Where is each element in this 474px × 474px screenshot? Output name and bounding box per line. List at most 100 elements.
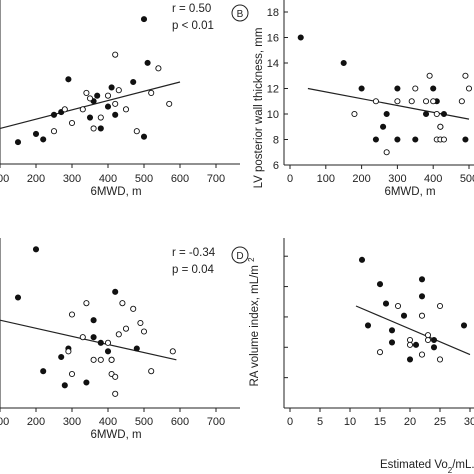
panel-a-xtick-label: 200 bbox=[27, 173, 45, 185]
panel-c-point-open bbox=[90, 356, 97, 363]
panel-d-xlabel: Estimated Vo2/mL.kg-1.min-1 bbox=[380, 457, 474, 474]
panel-b-point-open bbox=[372, 98, 379, 105]
panel-b-point-open bbox=[351, 110, 358, 118]
panel-d-point-open bbox=[418, 312, 426, 319]
panel-d-point-filled bbox=[388, 339, 396, 346]
panel-a-point-filled bbox=[108, 84, 115, 91]
panel-d-label-circle bbox=[231, 246, 249, 264]
panel-d-point-filled bbox=[388, 327, 396, 334]
panel-a-xtick-label: 100 bbox=[0, 173, 9, 185]
panel-c-point-filled bbox=[104, 348, 112, 355]
panel-b-point-filled bbox=[412, 136, 419, 143]
panel-a-regression-line bbox=[0, 81, 181, 130]
panel-c-xtick-label: 700 bbox=[207, 416, 225, 428]
panel-d-point-filled bbox=[382, 300, 390, 307]
panel-b: 0 100 200 300 400 500 6 8 10 12 14 16 18 B LV poster… bbox=[231, 0, 474, 198]
panel-a-point-open bbox=[90, 125, 97, 132]
panel-b-point-open bbox=[462, 72, 469, 79]
panel-b-point-filled bbox=[340, 59, 347, 67]
panel-c-point-open bbox=[115, 331, 122, 338]
panel-b-point-filled bbox=[440, 110, 447, 118]
panel-b-ytick-label: 16 bbox=[267, 33, 279, 45]
panel-c-point-open bbox=[148, 368, 155, 375]
panel-d-point-filled bbox=[430, 344, 438, 351]
panel-c-point-open bbox=[130, 305, 137, 312]
panel-c-point-filled bbox=[40, 368, 47, 375]
panel-b-point-open bbox=[408, 98, 415, 105]
panel-a-point-open bbox=[166, 100, 173, 107]
panel-b-ytick-label: 18 bbox=[267, 7, 279, 19]
panel-a-point-filled bbox=[86, 114, 94, 121]
panel-d: 0 5 10 15 20 25 30 D RA volume index, mL/m 2 E… bbox=[231, 238, 474, 474]
panel-a-xtick-label: 300 bbox=[63, 173, 81, 185]
panel-a-xlabel: 6MWD, m bbox=[90, 186, 141, 198]
panel-b-ytick-label: 6 bbox=[273, 160, 279, 172]
panel-b-xtick-label: 100 bbox=[317, 173, 335, 185]
panel-b-label-circle bbox=[231, 4, 249, 22]
panel-c-point-open bbox=[112, 390, 119, 397]
panel-a-point-open bbox=[112, 51, 119, 58]
panel-c-xtick-label: 400 bbox=[99, 416, 117, 428]
panel-b-xlabel: 6MWD, m bbox=[384, 186, 435, 198]
panel-a-xtick-label: 600 bbox=[171, 173, 189, 185]
panel-b-point-open bbox=[383, 149, 390, 156]
panel-a-point-open bbox=[112, 100, 119, 107]
panel-a-annotation-p: p < 0.01 bbox=[172, 20, 214, 32]
panel-a-point-open bbox=[122, 106, 130, 113]
panel-a-point-filled bbox=[104, 103, 112, 110]
panel-b-ytick-label: 10 bbox=[267, 109, 279, 121]
panel-d-point-open bbox=[436, 302, 444, 310]
panel-d-ylabel: RA volume index, mL/m 2 bbox=[247, 257, 262, 387]
panel-c-point-open bbox=[79, 334, 86, 341]
panel-d-xtick-label: 25 bbox=[434, 416, 446, 428]
panel-b-point-filled bbox=[383, 110, 390, 118]
panel-d-regression-line bbox=[355, 305, 471, 356]
panel-a-point-filled bbox=[97, 125, 104, 132]
panel-d-point-open bbox=[418, 351, 426, 358]
panel-a-xtick-label: 400 bbox=[99, 173, 117, 185]
panel-b-point-open bbox=[433, 110, 440, 118]
panel-b-xtick-label: 300 bbox=[388, 173, 406, 185]
panel-a-point-open bbox=[148, 89, 155, 96]
panel-b-xtick-label: 0 bbox=[287, 173, 293, 185]
panel-b-ytick-label: 12 bbox=[267, 84, 279, 96]
panel-a-point-open bbox=[104, 92, 112, 99]
panel-b-point-filled bbox=[380, 123, 387, 130]
panel-d-xtick-label: 10 bbox=[344, 416, 356, 428]
panel-d-ylabel-text: RA volume index, mL/m bbox=[249, 265, 261, 386]
panel-b-point-open bbox=[394, 98, 401, 105]
panel-b-point-filled bbox=[394, 136, 401, 143]
panel-d-point-filled bbox=[376, 281, 384, 288]
panel-a-point-open bbox=[79, 106, 86, 113]
panel-d-point-filled bbox=[406, 356, 414, 363]
panel-c-point-open bbox=[122, 325, 130, 332]
panel-a-point-open bbox=[97, 114, 104, 121]
panel-d-point-open bbox=[394, 302, 402, 310]
panel-d-point-filled bbox=[400, 312, 408, 319]
panel-a-annotation-r: r = 0.50 bbox=[172, 3, 211, 15]
panel-c-xlabel: 6MWD, m bbox=[90, 429, 141, 441]
panel-c-annotation-p: p = 0.04 bbox=[172, 264, 214, 276]
panel-a: 100200300400500600700 r = 0.50 p < 0.01 … bbox=[0, 0, 240, 198]
panel-b-point-filled bbox=[372, 136, 379, 143]
panel-b-point-open bbox=[422, 98, 430, 105]
panel-b-point-open bbox=[458, 98, 465, 105]
panel-c-point-open bbox=[137, 319, 144, 327]
panel-b-point-open bbox=[437, 123, 444, 130]
panel-c-point-filled bbox=[112, 288, 119, 295]
panel-c-point-open bbox=[108, 356, 115, 363]
panel-d-xlabel-part: 2 bbox=[448, 466, 453, 474]
panel-a-point-filled bbox=[140, 16, 148, 23]
panel-c-point-filled bbox=[133, 345, 140, 352]
panel-a-point-filled bbox=[14, 139, 22, 146]
panel-a-point-open bbox=[133, 128, 140, 135]
panel-c-point-filled bbox=[32, 246, 40, 253]
panel-d-xtick-label: 15 bbox=[374, 416, 386, 428]
panel-c-point-filled bbox=[58, 353, 65, 361]
panel-b-ylabel: LV posterior wall thickness, mm bbox=[253, 28, 265, 189]
panel-b-ytick-label: 8 bbox=[273, 135, 279, 147]
panel-a-point-filled bbox=[65, 76, 72, 83]
panel-a-point-open bbox=[83, 89, 90, 96]
panel-d-ylabel-superscript: 2 bbox=[247, 257, 256, 262]
